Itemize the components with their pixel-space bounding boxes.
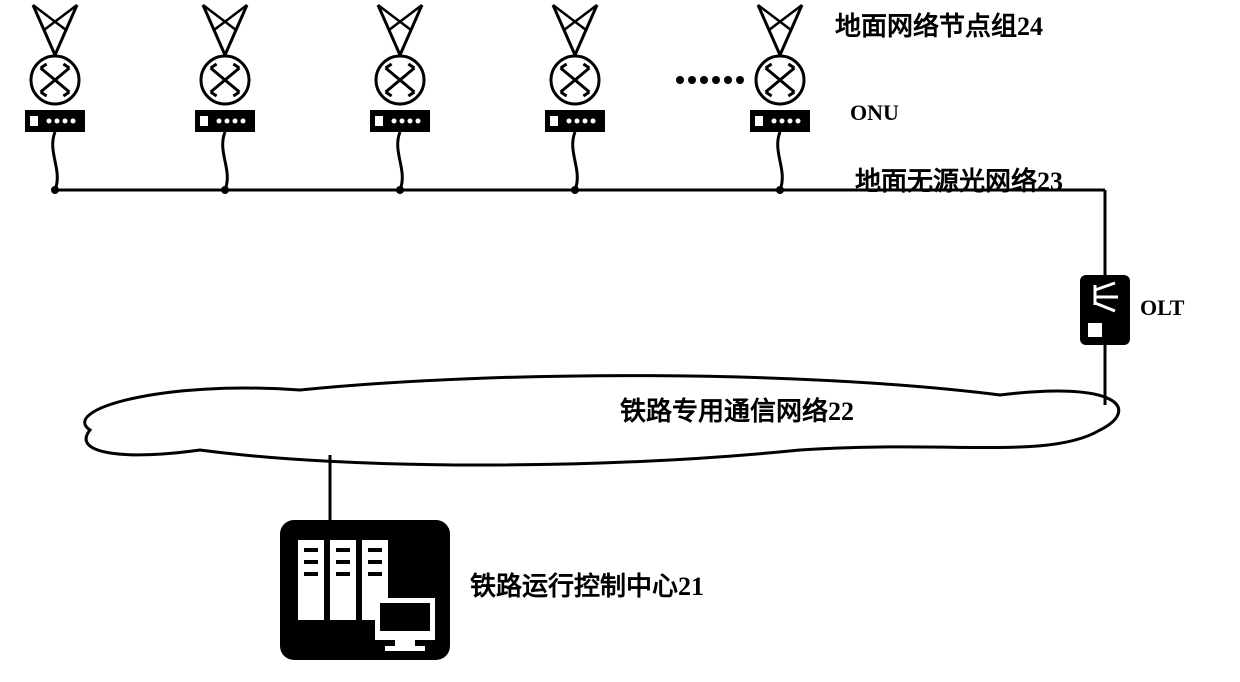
node_group-label: 地面网络节点组24 (835, 11, 1043, 41)
rail_net-label: 铁路专用通信网络22 (620, 396, 854, 426)
control_center-label: 铁路运行控制中心21 (470, 571, 704, 601)
olt-label: OLT (1140, 295, 1185, 320)
pon-label: 地面无源光网络23 (855, 166, 1063, 196)
onu-label: ONU (850, 100, 899, 125)
